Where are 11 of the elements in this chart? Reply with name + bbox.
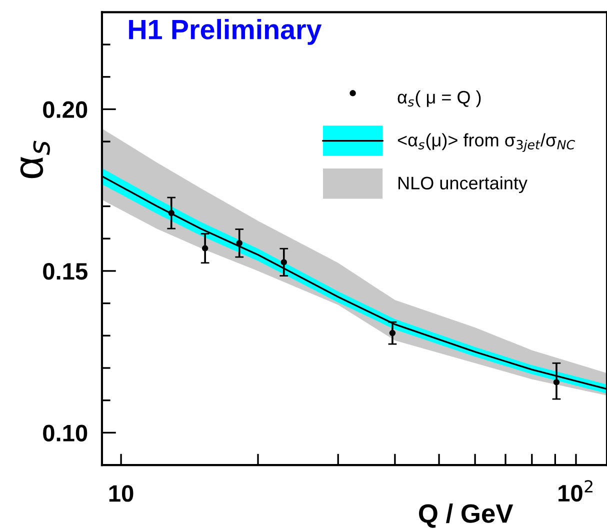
legend-label: α$_{s}$( μ = Q ) — [398, 90, 481, 108]
chart-title: H1 Preliminary — [129, 18, 322, 45]
y-tick-label: 0.15 — [43, 263, 88, 280]
y-tick-label: 0.20 — [43, 101, 88, 118]
y-axis-title: α$_{s}$ — [20, 140, 50, 178]
x-tick-label: 10 — [109, 485, 134, 502]
x-axis-title: Q / GeV — [419, 504, 514, 528]
y-tick-label: 0.10 — [43, 424, 88, 442]
legend-label: NLO uncertainty — [398, 176, 528, 194]
legend-label: <α$_{s}$(μ)> from σ$_{3jet}$/σ$_{NC}$ — [398, 133, 576, 152]
x-tick-label: 10$^{2}$ — [558, 480, 592, 502]
